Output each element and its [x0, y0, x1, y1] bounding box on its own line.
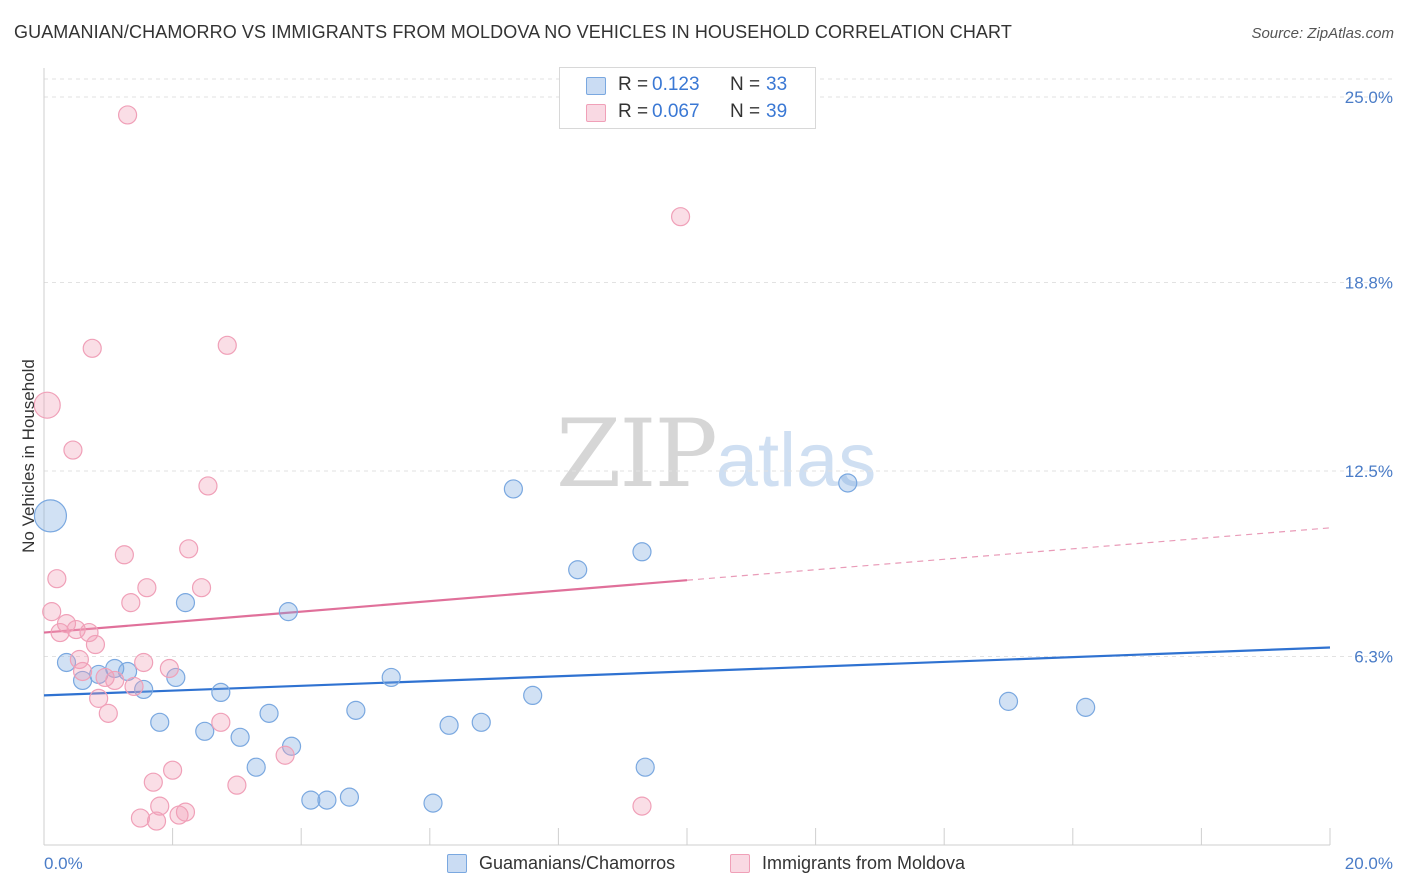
axes [43, 68, 1331, 846]
data-point [211, 682, 231, 703]
data-point [150, 712, 170, 732]
x-tick-label: 20.0% [1345, 854, 1393, 873]
y-tick-label: 6.3% [1354, 648, 1393, 667]
axis-labels: 6.3% 12.5% 18.8% 25.0% 0.0% 20.0% No Vehicles … [19, 88, 1393, 873]
data-point [275, 745, 295, 765]
legend-n-label: N = [730, 74, 761, 95]
data-point [114, 545, 134, 565]
bottom-legend-label-moldova: Immigrants from Moldova [762, 853, 966, 873]
data-point [301, 790, 321, 810]
data-point [56, 613, 77, 634]
data-point [632, 542, 652, 562]
data-point [150, 796, 170, 816]
legend-r-label: R = [618, 101, 649, 122]
data-point [179, 539, 199, 559]
data-point [568, 560, 588, 580]
bottom-legend-label-guamanian: Guamanians/Chamorros [479, 853, 676, 873]
data-point [346, 700, 366, 720]
watermark-atlas: atlas [715, 418, 877, 503]
data-point [159, 658, 179, 679]
trend-line [43, 646, 1331, 697]
data-point [198, 476, 218, 496]
watermark-zip: ZIP [556, 400, 718, 509]
data-point [175, 802, 196, 822]
data-point [146, 811, 167, 831]
data-point [85, 634, 106, 655]
y-tick-label: 12.5% [1345, 462, 1393, 481]
data-points [33, 105, 1096, 831]
data-point [227, 775, 247, 795]
series-moldova [33, 105, 691, 831]
legend-r-value: 0.067 [652, 101, 700, 122]
data-point [137, 578, 157, 598]
data-point [47, 569, 67, 589]
y-tick-label: 18.8% [1345, 274, 1393, 293]
data-point [230, 727, 250, 747]
data-point [134, 652, 154, 673]
data-point [998, 691, 1019, 711]
data-point [339, 787, 360, 807]
data-point [259, 703, 279, 723]
legend-n-value: 39 [766, 101, 788, 122]
source-credit: Source: ZipAtlas.com [1251, 25, 1394, 42]
data-point [117, 105, 138, 125]
data-point [1076, 697, 1096, 717]
grid [44, 78, 1392, 658]
y-tick-label: 25.0% [1345, 88, 1393, 107]
y-axis-label: No Vehicles in Household [19, 359, 38, 553]
data-point [98, 703, 118, 723]
data-point [217, 335, 237, 355]
data-point [63, 440, 83, 460]
data-point [195, 721, 215, 741]
watermark: ZIPatlas [556, 400, 876, 509]
data-point [246, 757, 266, 777]
data-point [211, 712, 231, 732]
data-point [503, 479, 523, 499]
data-point [278, 602, 298, 622]
data-point [33, 499, 68, 533]
data-point [635, 757, 655, 777]
data-point [523, 685, 543, 706]
chart-title: GUAMANIAN/CHAMORRO VS IMMIGRANTS FROM MO… [14, 22, 1012, 42]
legend-swatch-guamanian [586, 77, 606, 95]
legend-r-value: 0.123 [652, 74, 700, 95]
legend-n-label: N = [730, 101, 761, 122]
data-point [439, 715, 459, 735]
data-point [143, 772, 163, 792]
data-point [42, 602, 62, 622]
x-tick-label: 0.0% [44, 854, 83, 873]
data-point [69, 649, 89, 670]
data-point [423, 793, 443, 813]
trend-line-extension [686, 527, 1331, 581]
data-point [381, 667, 401, 688]
data-point [317, 790, 337, 810]
data-point [72, 661, 93, 682]
series-guamanian [33, 473, 1096, 813]
data-point [89, 688, 109, 708]
trend-lines [43, 527, 1331, 697]
data-point [163, 760, 183, 780]
data-point [79, 622, 99, 643]
legend-r-label: R = [618, 74, 649, 95]
data-point [175, 593, 196, 613]
data-point [130, 808, 151, 828]
data-point [82, 338, 102, 358]
legend: R = 0.123 N = 33 R = 0.067 N = 39 [559, 67, 816, 129]
legend-swatch-moldova [586, 104, 606, 122]
data-point [124, 676, 144, 697]
data-point [632, 796, 652, 816]
data-point [471, 712, 491, 732]
data-point [838, 473, 858, 493]
data-point [670, 207, 691, 227]
data-point [105, 670, 125, 691]
trend-line [43, 579, 688, 634]
data-point [191, 578, 212, 598]
data-point [121, 593, 141, 613]
bottom-legend-swatch-moldova [730, 854, 750, 873]
bottom-legend-swatch-guamanian [447, 854, 467, 873]
legend-n-value: 33 [766, 74, 788, 95]
data-point [33, 391, 61, 419]
